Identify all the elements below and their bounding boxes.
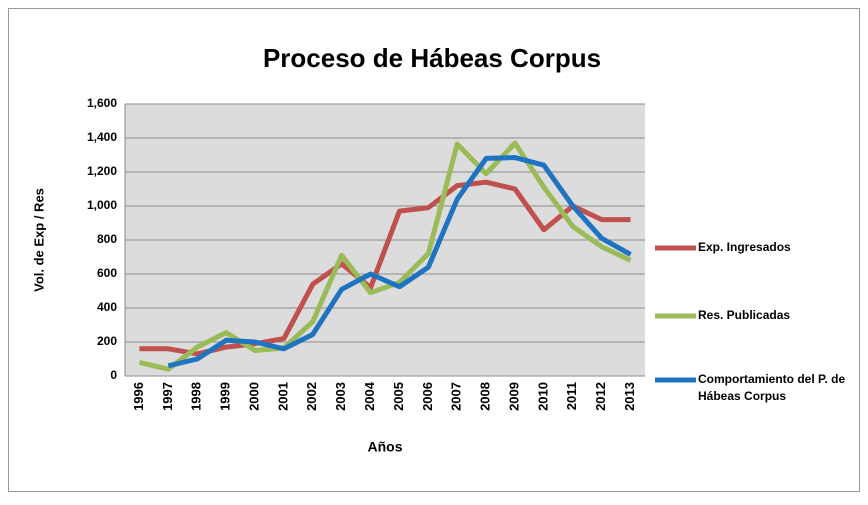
x-tick-label: 1996 <box>131 382 146 411</box>
x-tick-label: 2006 <box>420 382 435 411</box>
x-tick-label: 2011 <box>564 382 579 410</box>
legend-label: Comportamiento del P. de Hábeas Corpus <box>698 372 846 403</box>
x-tick-label: 2001 <box>275 382 290 411</box>
x-axis-label: Años <box>368 439 403 455</box>
x-tick-label: 2010 <box>535 382 550 411</box>
x-tick-label: 1997 <box>160 382 175 411</box>
y-tick-label: 600 <box>97 266 117 280</box>
series-line <box>139 179 631 357</box>
chart-title: Proceso de Hábeas Corpus <box>263 43 601 73</box>
y-tick-label: 1,600 <box>87 96 117 110</box>
x-tick-label: 2007 <box>449 382 464 411</box>
x-tick-label: 2008 <box>478 382 493 411</box>
x-tick-label: 2002 <box>304 382 319 411</box>
x-tick-label: 2009 <box>506 382 521 411</box>
x-tick-label: 1998 <box>189 382 204 411</box>
y-tick-label: 200 <box>97 334 117 348</box>
y-tick-label: 400 <box>97 300 117 314</box>
x-tick-label: 2000 <box>246 382 261 411</box>
y-tick-label: 1,200 <box>87 164 117 178</box>
x-tick-label: 2005 <box>391 382 406 411</box>
series-line <box>138 140 632 372</box>
x-tick-label: 1999 <box>218 382 233 411</box>
x-tick-label: 2012 <box>593 382 608 411</box>
y-tick-label: 800 <box>97 232 117 246</box>
legend-label: Exp. Ingresados <box>698 240 791 254</box>
x-tick-label: 2013 <box>622 382 637 411</box>
x-tick-label: 2003 <box>333 382 348 411</box>
y-axis-label: Vol. de Exp / Res <box>31 188 46 292</box>
y-tick-label: 0 <box>110 368 117 382</box>
legend-label: Res. Publicadas <box>698 308 791 322</box>
y-tick-label: 1,000 <box>87 198 117 212</box>
y-tick-label: 1,400 <box>87 130 117 144</box>
x-tick-label: 2004 <box>362 381 377 411</box>
series-line <box>167 155 632 369</box>
